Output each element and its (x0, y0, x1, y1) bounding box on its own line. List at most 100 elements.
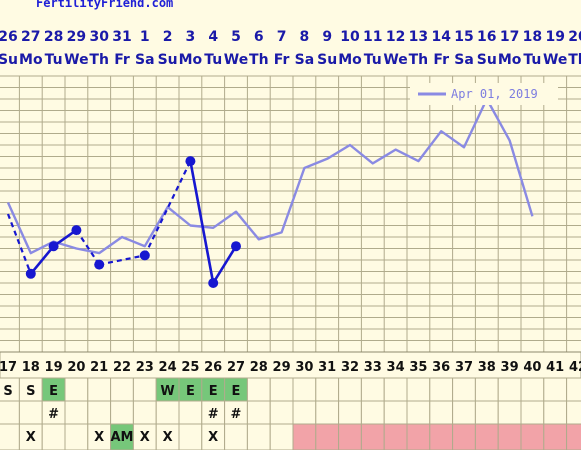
weekday-label: Sa (135, 52, 155, 68)
cell[interactable] (0, 400, 20, 425)
date-label: 12 (386, 29, 405, 45)
cell[interactable] (132, 377, 157, 402)
cell[interactable] (338, 377, 362, 402)
cell[interactable] (246, 423, 271, 450)
cell[interactable] (566, 377, 581, 402)
cycle-day-label: 26 (204, 360, 222, 375)
legend-box (410, 83, 558, 105)
cycle-day-label: 22 (113, 360, 131, 375)
cell[interactable] (497, 400, 522, 425)
cycle-day-label: 29 (273, 360, 291, 375)
cell[interactable] (497, 423, 522, 450)
current-series-point[interactable] (25, 268, 36, 279)
cell[interactable] (429, 423, 454, 450)
cell[interactable] (474, 377, 499, 402)
cell[interactable] (566, 400, 581, 425)
cell-text: X (208, 430, 218, 445)
current-series-point[interactable] (231, 241, 241, 252)
cell[interactable] (315, 377, 340, 402)
cell[interactable] (224, 423, 248, 450)
current-series-point[interactable] (208, 278, 219, 288)
current-series-point[interactable] (48, 241, 59, 252)
cell[interactable] (64, 423, 89, 450)
cell[interactable] (429, 400, 454, 425)
date-label: 1 (140, 29, 150, 45)
cell[interactable] (406, 423, 431, 450)
date-label: 10 (340, 29, 360, 45)
cell[interactable] (520, 423, 545, 450)
cell[interactable] (474, 400, 499, 425)
cell[interactable] (18, 400, 43, 425)
weekday-label: Su (477, 52, 497, 68)
cell[interactable] (543, 377, 568, 402)
cell[interactable] (87, 377, 112, 402)
cell[interactable] (315, 400, 340, 425)
cell[interactable] (246, 377, 271, 402)
current-series-point[interactable] (71, 225, 82, 236)
cell[interactable] (0, 423, 20, 450)
cell[interactable] (110, 400, 134, 425)
cell[interactable] (360, 423, 385, 450)
cell[interactable] (497, 377, 522, 402)
cell[interactable] (315, 423, 340, 450)
cell[interactable] (520, 377, 545, 402)
cycle-day-label: 40 (523, 360, 541, 375)
cell[interactable] (383, 377, 408, 402)
cell-text: # (208, 407, 219, 422)
cell[interactable] (520, 400, 545, 425)
cell[interactable] (452, 400, 476, 425)
cell[interactable] (360, 377, 385, 402)
cell[interactable] (406, 400, 431, 425)
date-label: 20 (568, 29, 581, 45)
weekday-label: Th (89, 52, 109, 68)
weekday-label: Fr (433, 52, 449, 68)
date-label: 8 (300, 29, 310, 45)
date-label: 17 (500, 29, 519, 45)
cell[interactable] (360, 400, 385, 425)
cell[interactable] (338, 400, 362, 425)
date-label: 7 (277, 29, 287, 45)
current-series-point[interactable] (94, 259, 105, 270)
date-label: 15 (454, 29, 473, 45)
cycle-day-label: 23 (136, 360, 154, 375)
cell[interactable] (383, 423, 408, 450)
cell[interactable] (64, 377, 89, 402)
cell[interactable] (292, 400, 317, 425)
cycle-day-label: 31 (318, 360, 336, 375)
cell[interactable] (543, 400, 568, 425)
cell[interactable] (452, 377, 476, 402)
cell-text: E (49, 384, 58, 399)
cell[interactable] (566, 423, 581, 450)
cell[interactable] (269, 423, 294, 450)
cell[interactable] (110, 377, 134, 402)
cell[interactable] (155, 400, 180, 425)
site-brand[interactable]: FertilityFriend.com (36, 0, 174, 10)
cell[interactable] (292, 377, 317, 402)
cell[interactable] (269, 377, 294, 402)
cell[interactable] (406, 377, 431, 402)
cell[interactable] (178, 400, 203, 425)
cell[interactable] (338, 423, 362, 450)
cell[interactable] (41, 423, 66, 450)
weekday-label: We (383, 52, 407, 68)
weekday-label: Tu (364, 52, 382, 68)
current-series-point[interactable] (139, 250, 150, 261)
cell[interactable] (429, 377, 454, 402)
cell[interactable] (87, 400, 112, 425)
cell[interactable] (292, 423, 317, 450)
cell[interactable] (543, 423, 568, 450)
cell[interactable] (383, 400, 408, 425)
cell[interactable] (132, 400, 157, 425)
cell[interactable] (452, 423, 476, 450)
weekday-label: Sa (454, 52, 474, 68)
cycle-day-label: 38 (478, 360, 496, 375)
cell[interactable] (64, 400, 89, 425)
cell[interactable] (178, 423, 203, 450)
weekday-label: Su (158, 52, 178, 68)
date-label: 5 (231, 29, 241, 45)
cell[interactable] (474, 423, 499, 450)
current-series-point[interactable] (185, 156, 196, 167)
weekday-label: Th (409, 52, 429, 68)
cell[interactable] (246, 400, 271, 425)
cell[interactable] (269, 400, 294, 425)
